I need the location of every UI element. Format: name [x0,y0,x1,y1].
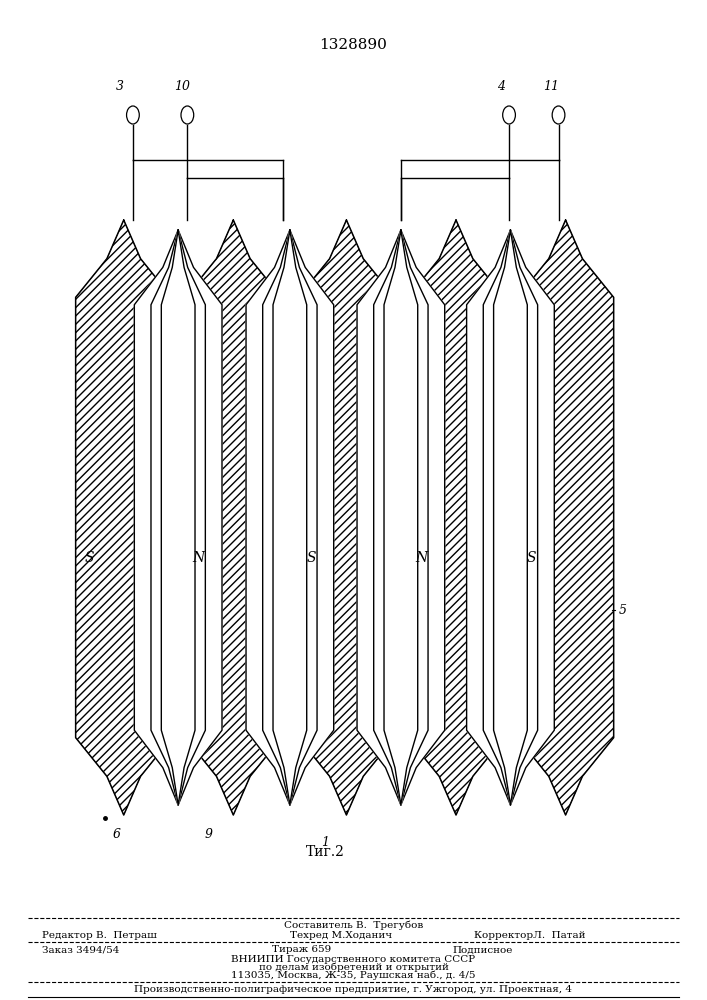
Polygon shape [384,230,418,805]
Text: 3: 3 [116,80,124,93]
Text: 9: 9 [204,828,213,842]
Text: 6: 6 [112,828,121,842]
Polygon shape [134,230,222,805]
Text: КорректорЛ.  Патай: КорректорЛ. Патай [474,930,585,940]
Text: 10: 10 [174,80,189,93]
Polygon shape [357,230,445,805]
Polygon shape [151,230,205,805]
Polygon shape [518,220,614,815]
Polygon shape [161,230,195,805]
Text: ВНИИПИ Государственного комитета СССР: ВНИИПИ Государственного комитета СССР [231,954,476,964]
Polygon shape [467,230,554,805]
Text: S: S [526,550,536,564]
Text: Τиг.2: Τиг.2 [306,845,344,859]
Text: N: N [192,550,205,564]
Polygon shape [246,230,334,805]
Text: Подписное: Подписное [452,946,513,954]
Text: 113035, Москва, Ж-35, Раушская наб., д. 4/5: 113035, Москва, Ж-35, Раушская наб., д. … [231,970,476,980]
Circle shape [552,106,565,124]
Circle shape [181,106,194,124]
Polygon shape [374,230,428,805]
Text: 1328890: 1328890 [320,38,387,52]
Polygon shape [484,230,537,805]
Circle shape [127,106,139,124]
Text: S: S [307,550,317,564]
Text: Тираж 659: Тираж 659 [272,946,332,954]
Polygon shape [273,230,307,805]
Text: N: N [415,550,428,564]
Text: Техред М.Ходанич: Техред М.Ходанич [290,930,392,940]
Polygon shape [76,220,172,815]
Polygon shape [408,220,504,815]
Circle shape [503,106,515,124]
Polygon shape [298,220,395,815]
Polygon shape [185,220,281,815]
Text: 11: 11 [544,80,559,93]
Polygon shape [263,230,317,805]
Text: 4: 4 [496,80,505,93]
Text: 5: 5 [619,603,626,616]
Text: Составитель В.  Трегубов: Составитель В. Трегубов [284,920,423,930]
Text: Редактор В.  Петраш: Редактор В. Петраш [42,930,157,940]
Text: Производственно-полиграфическое предприятие, г. Ужгород, ул. Проектная, 4: Производственно-полиграфическое предприя… [134,986,573,994]
Text: S: S [84,550,94,564]
Text: 1: 1 [321,836,329,848]
Text: по делам изобретений и открытий: по делам изобретений и открытий [259,962,448,972]
Text: Заказ 3494/54: Заказ 3494/54 [42,946,119,954]
Polygon shape [493,230,527,805]
